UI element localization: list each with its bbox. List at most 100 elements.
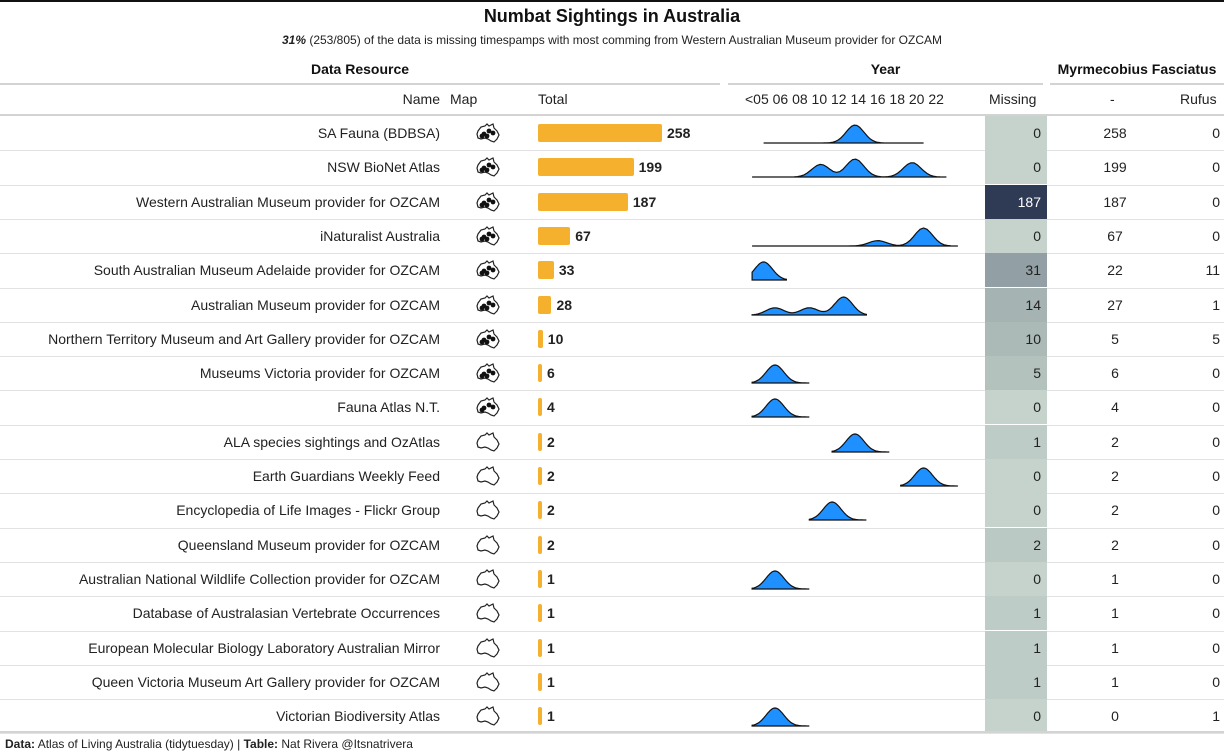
map-sighting-dot bbox=[479, 407, 485, 413]
map-outline bbox=[476, 466, 500, 486]
top-border bbox=[0, 0, 1224, 2]
year-density-sparkline bbox=[752, 227, 958, 247]
missing-value: 0 bbox=[985, 218, 1047, 253]
footer-table-text: Nat Rivera @Itsnatrivera bbox=[278, 737, 413, 751]
missing-value: 0 bbox=[985, 116, 1047, 150]
year-density-sparkline bbox=[751, 261, 787, 281]
total-bar bbox=[538, 535, 542, 554]
map-outline bbox=[476, 706, 500, 726]
map-sighting-dot bbox=[484, 236, 490, 242]
col-header-dash: - bbox=[1110, 91, 1115, 107]
rufus-count: 0 bbox=[1212, 159, 1220, 176]
dash-count: 2 bbox=[1111, 433, 1119, 450]
footer-caption: Data: Atlas of Living Australia (tidytue… bbox=[5, 737, 413, 751]
resource-name: Earth Guardians Weekly Feed bbox=[252, 468, 440, 484]
dash-count: 187 bbox=[1103, 193, 1127, 210]
map-sighting-dot bbox=[486, 300, 492, 305]
australia-map-icon bbox=[476, 226, 500, 246]
density-area bbox=[751, 364, 810, 384]
dash-count: 1 bbox=[1111, 673, 1119, 690]
rufus-count: 0 bbox=[1212, 193, 1220, 210]
missing-value: 0 bbox=[985, 390, 1047, 425]
density-area bbox=[751, 261, 787, 281]
col-header-rufus: Rufus bbox=[1180, 91, 1217, 107]
missing-value: 0 bbox=[985, 699, 1047, 734]
map-sighting-dot bbox=[490, 164, 496, 170]
total-label: 2 bbox=[547, 536, 555, 553]
map-sighting-dot bbox=[490, 267, 496, 273]
density-area bbox=[808, 501, 867, 521]
australia-map-icon bbox=[476, 260, 500, 280]
total-bar bbox=[538, 569, 542, 588]
year-density-sparkline bbox=[831, 433, 890, 453]
australia-map-icon bbox=[476, 637, 500, 658]
map-sighting-dot bbox=[484, 270, 490, 276]
australia-map-icon bbox=[476, 157, 500, 177]
total-label: 1 bbox=[547, 673, 555, 690]
missing-value: 0 bbox=[985, 493, 1047, 528]
map-outline bbox=[476, 637, 500, 658]
total-bar bbox=[538, 261, 554, 280]
total-label: 258 bbox=[667, 125, 691, 141]
footer-data-text: Atlas of Living Australia (tidytuesday) … bbox=[35, 737, 244, 751]
year-density-sparkline bbox=[751, 295, 867, 316]
density-area bbox=[900, 467, 958, 487]
map-sighting-dot bbox=[479, 236, 485, 242]
total-label: 1 bbox=[547, 605, 555, 622]
map-sighting-dot bbox=[486, 128, 492, 134]
density-area bbox=[752, 158, 947, 178]
dash-count: 22 bbox=[1107, 262, 1123, 279]
resource-name: European Molecular Biology Laboratory Au… bbox=[88, 639, 440, 656]
total-bar bbox=[538, 707, 542, 726]
rufus-count: 0 bbox=[1212, 125, 1220, 141]
total-label: 28 bbox=[556, 296, 573, 313]
total-label: 1 bbox=[547, 639, 555, 656]
map-sighting-dot bbox=[490, 302, 496, 307]
resource-name: South Australian Museum Adelaide provide… bbox=[93, 262, 440, 279]
row-rule bbox=[0, 733, 1224, 735]
total-label: 187 bbox=[632, 193, 657, 210]
map-sighting-dot bbox=[479, 270, 485, 276]
australia-map-icon bbox=[476, 294, 500, 315]
density-area bbox=[831, 433, 890, 453]
dash-count: 1 bbox=[1111, 570, 1119, 587]
resource-name: Queensland Museum provider for OZCAM bbox=[177, 536, 440, 553]
map-sighting-dot bbox=[486, 334, 492, 340]
total-bar bbox=[538, 672, 542, 691]
resource-name: Database of Australasian Vertebrate Occu… bbox=[132, 605, 440, 622]
map-outline bbox=[476, 431, 500, 452]
resource-name: Museums Victoria provider for OZCAM bbox=[199, 365, 440, 382]
row-rule bbox=[0, 527, 1224, 529]
total-label: 6 bbox=[547, 365, 555, 382]
australia-map-icon bbox=[476, 706, 500, 726]
row-rule bbox=[0, 390, 1224, 392]
missing-value: 2 bbox=[985, 527, 1047, 562]
map-sighting-dot bbox=[484, 373, 490, 379]
row-rule bbox=[0, 561, 1224, 563]
total-bar bbox=[538, 329, 543, 348]
map-sighting-dot bbox=[479, 305, 485, 310]
rufus-count: 0 bbox=[1212, 433, 1220, 450]
rufus-count: 0 bbox=[1212, 536, 1220, 553]
australia-map-icon bbox=[476, 466, 500, 486]
subtitle-text: (253/805) of the data is missing timespa… bbox=[306, 33, 943, 47]
missing-value: 1 bbox=[985, 630, 1047, 665]
missing-value: 5 bbox=[985, 356, 1047, 391]
rufus-count: 0 bbox=[1212, 639, 1220, 656]
row-rule bbox=[0, 321, 1224, 323]
map-outline bbox=[476, 500, 500, 520]
australia-map-icon bbox=[476, 328, 500, 349]
spanner-rule-year bbox=[728, 83, 1043, 85]
map-outline bbox=[476, 569, 500, 589]
map-sighting-dot bbox=[486, 197, 492, 202]
dash-count: 2 bbox=[1111, 536, 1119, 553]
resource-name: Encyclopedia of Life Images - Flickr Gro… bbox=[176, 502, 440, 519]
dash-count: 6 bbox=[1111, 365, 1119, 382]
resource-name: Australian National Wildlife Collection … bbox=[78, 570, 440, 587]
row-rule bbox=[0, 493, 1224, 495]
australia-map-icon bbox=[476, 397, 500, 418]
missing-value: 31 bbox=[985, 253, 1047, 288]
map-sighting-dot bbox=[490, 370, 496, 376]
dash-count: 5 bbox=[1111, 330, 1119, 347]
col-header-map: Map bbox=[450, 91, 478, 107]
